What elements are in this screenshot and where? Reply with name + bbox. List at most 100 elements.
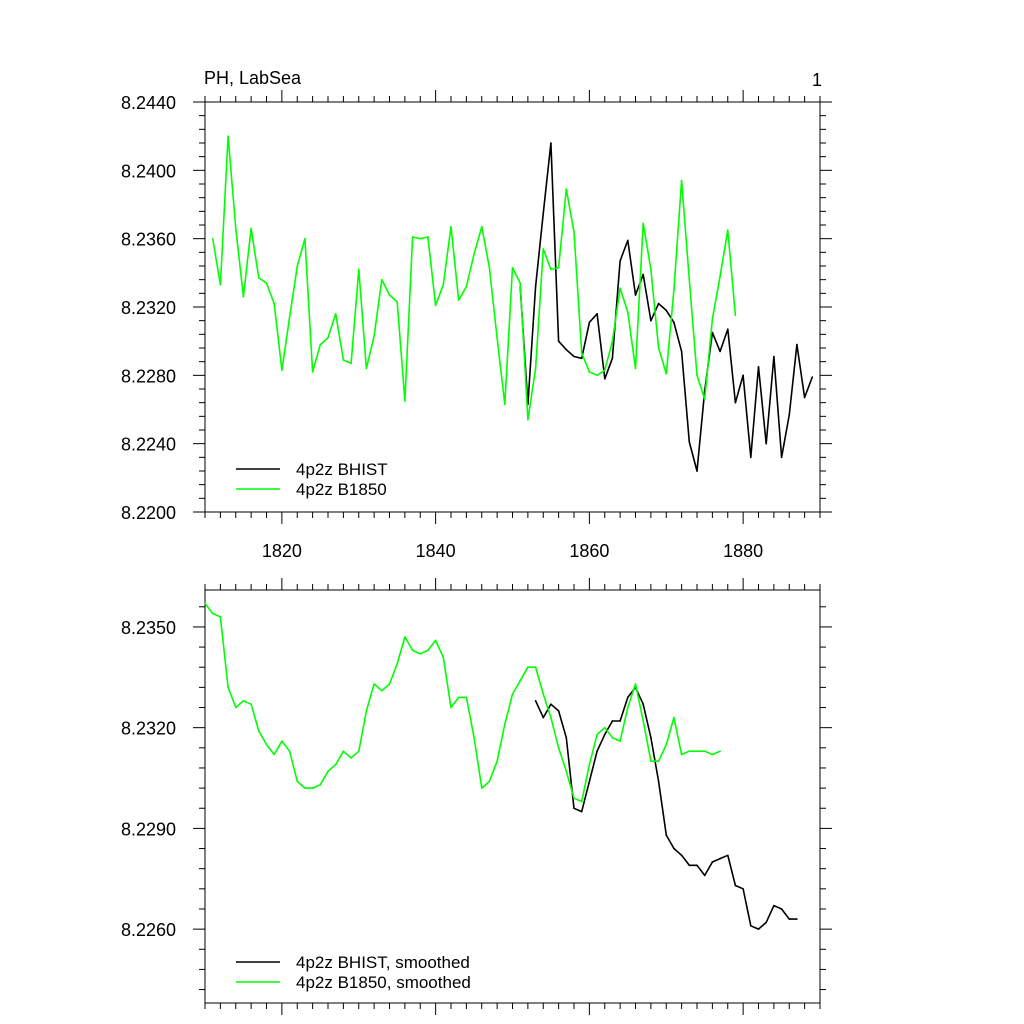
y-tick-label: 8.2350 — [121, 618, 176, 638]
data-point — [334, 763, 337, 766]
data-point — [511, 266, 514, 269]
data-point — [765, 442, 767, 445]
data-point — [696, 470, 698, 472]
data-point — [611, 736, 614, 739]
data-point — [327, 770, 329, 773]
data-point — [519, 282, 521, 284]
bottom-chart-panel: 8.2260 8.2290 8.2320 8.2350 4p2z BHIST, smoo… — [121, 578, 832, 1015]
data-point — [603, 377, 606, 380]
data-point — [342, 359, 345, 361]
data-point — [404, 636, 406, 638]
data-point — [603, 726, 606, 729]
data-point — [450, 706, 452, 709]
data-point — [265, 743, 268, 746]
data-point — [619, 260, 621, 262]
data-point — [619, 740, 621, 742]
y-tick-label: 8.2200 — [121, 503, 176, 523]
data-point — [711, 861, 714, 863]
data-point — [780, 456, 783, 459]
data-point — [657, 347, 660, 349]
y-tick-label: 8.2440 — [121, 93, 176, 113]
data-point — [404, 400, 406, 402]
data-point — [465, 285, 468, 288]
data-point — [603, 369, 606, 372]
data-point — [665, 743, 668, 746]
data-point — [234, 227, 237, 230]
data-point — [596, 374, 598, 377]
data-point — [557, 710, 560, 712]
data-point — [265, 282, 268, 284]
data-point — [557, 747, 560, 749]
data-point — [496, 336, 498, 339]
data-point — [534, 666, 537, 669]
series-line-1 — [211, 135, 737, 421]
data-point — [473, 253, 475, 255]
data-point — [573, 797, 575, 799]
data-point — [534, 700, 537, 702]
x-tick-label: 1880 — [723, 541, 763, 561]
data-point — [319, 343, 322, 346]
data-point — [381, 278, 383, 281]
data-point — [596, 750, 598, 752]
data-point — [580, 810, 583, 813]
data-point — [334, 313, 337, 315]
data-point — [273, 302, 275, 305]
data-point — [765, 921, 767, 924]
data-point — [696, 374, 698, 377]
data-point — [580, 800, 583, 803]
data-point — [680, 753, 683, 756]
data-point — [480, 225, 483, 228]
data-point — [250, 703, 252, 705]
data-point — [288, 316, 291, 319]
data-point — [304, 237, 306, 240]
data-point — [511, 693, 514, 695]
data-point — [357, 268, 360, 271]
data-point — [342, 750, 345, 752]
data-point — [596, 733, 598, 736]
data-point — [319, 783, 322, 786]
data-point — [519, 679, 521, 682]
data-point — [726, 328, 729, 331]
data-point — [542, 248, 545, 250]
data-point — [588, 763, 591, 766]
data-point — [703, 874, 706, 877]
data-point — [388, 683, 391, 685]
legend-label: 4p2z B1850, smoothed — [296, 973, 471, 992]
data-point — [488, 266, 491, 269]
data-point — [673, 847, 675, 850]
data-point — [603, 733, 606, 736]
data-point — [696, 750, 698, 752]
data-point — [665, 372, 668, 375]
data-point — [457, 696, 460, 699]
data-point — [742, 374, 744, 377]
data-point — [457, 299, 460, 301]
data-point — [665, 834, 668, 836]
data-point — [634, 367, 637, 370]
data-point — [565, 188, 568, 190]
data-point — [788, 918, 791, 920]
data-point — [396, 663, 398, 665]
data-point — [650, 736, 652, 739]
data-point — [427, 236, 429, 238]
data-point — [634, 294, 637, 296]
data-point — [288, 750, 291, 752]
data-point — [703, 398, 706, 401]
data-point — [419, 652, 422, 655]
data-point — [534, 285, 537, 288]
x-tick-label: 1820 — [262, 541, 302, 561]
data-point — [219, 616, 222, 618]
data-point — [350, 757, 352, 759]
data-point — [596, 313, 598, 315]
data-point — [296, 780, 299, 783]
data-point — [258, 277, 260, 279]
data-point — [527, 666, 529, 669]
data-point — [642, 273, 644, 276]
data-point — [227, 135, 229, 137]
data-point — [557, 266, 560, 269]
data-point — [442, 283, 445, 286]
data-point — [642, 720, 644, 722]
chart-title: PH, LabSea — [204, 68, 302, 88]
data-point — [480, 787, 483, 789]
data-point — [450, 225, 452, 228]
legend-label: 4p2z BHIST — [296, 460, 388, 479]
